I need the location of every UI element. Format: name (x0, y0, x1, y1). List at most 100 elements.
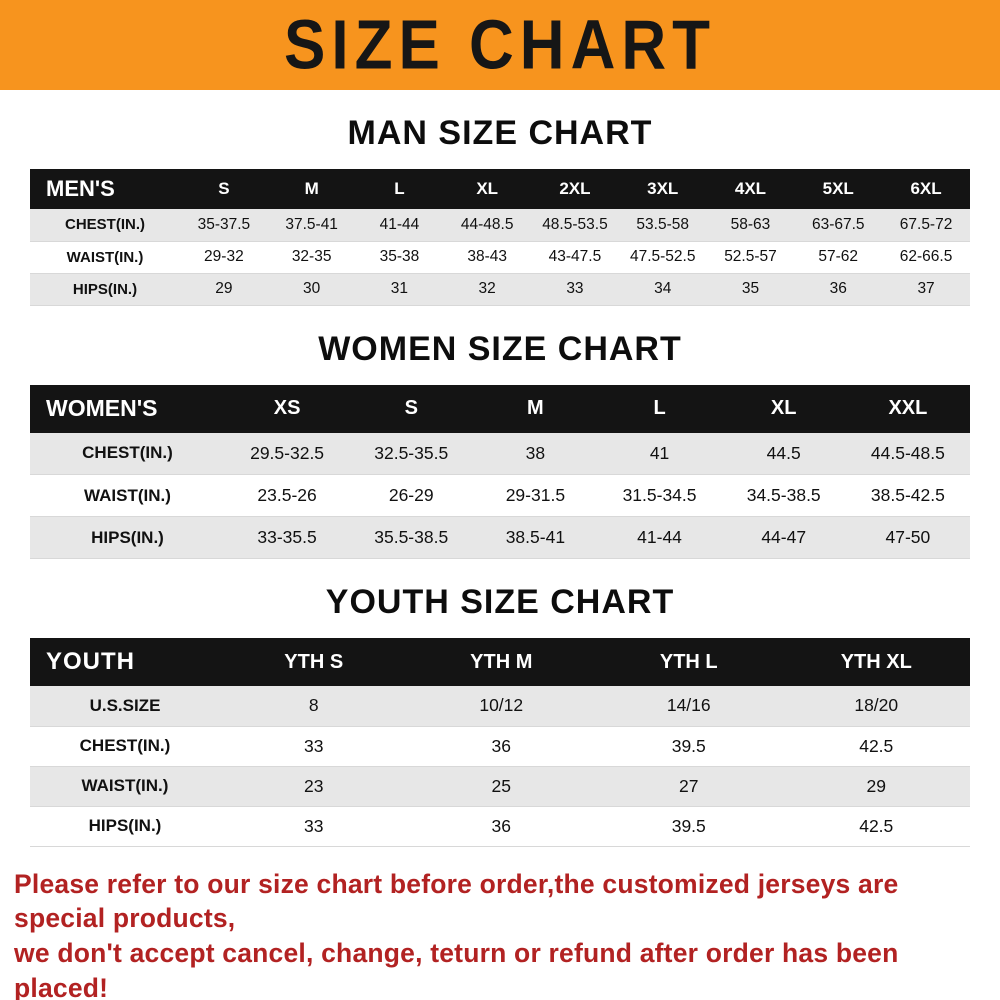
row-label: U.S.SIZE (30, 686, 220, 727)
column-header: XL (721, 384, 846, 433)
size-value: 33 (531, 273, 619, 306)
size-chart-banner: SIZE CHART (0, 0, 1000, 90)
size-value: 62-66.5 (882, 241, 970, 274)
table-row: CHEST(IN.) 33 36 39.5 42.5 (30, 726, 970, 767)
size-value: 36 (407, 726, 595, 767)
table-title-cell: WOMEN'S (30, 384, 225, 433)
size-value: 23 (220, 766, 408, 807)
row-label: WAIST(IN.) (30, 241, 180, 274)
column-header: L (355, 169, 444, 209)
table-row: WAIST(IN.) 29-32 32-35 35-38 38-43 43-47.5 47.… (30, 241, 970, 274)
size-value: 33 (220, 806, 408, 847)
size-value: 63-67.5 (794, 209, 883, 242)
size-value: 25 (407, 766, 595, 807)
size-value: 26-29 (349, 474, 474, 517)
size-value: 32 (443, 273, 532, 306)
size-value: 27 (595, 766, 783, 807)
column-header: S (180, 169, 268, 209)
size-value: 35-38 (355, 241, 444, 274)
size-value: 44-48.5 (443, 209, 532, 242)
size-value: 38-43 (443, 241, 532, 274)
men-section-title: MAN SIZE CHART (347, 114, 653, 152)
column-header: XS (225, 384, 350, 433)
youth-size-section: YOUTH SIZE CHART YOUTH YTH S YTH M YTH L YTH… (0, 583, 1000, 847)
banner-title: SIZE CHART (284, 6, 716, 84)
size-value: 35 (706, 273, 795, 306)
row-label: CHEST(IN.) (30, 726, 220, 767)
table-row: WAIST(IN.) 23 25 27 29 (30, 766, 970, 807)
table-header-row: WOMEN'S XS S M L XL XXL (30, 384, 970, 433)
size-value: 44.5 (721, 432, 846, 475)
size-value: 47-50 (845, 516, 970, 559)
row-label: WAIST(IN.) (30, 766, 220, 807)
size-value: 44.5-48.5 (845, 432, 970, 475)
size-value: 29-32 (180, 241, 268, 274)
size-value: 35.5-38.5 (349, 516, 474, 559)
size-value: 29 (782, 766, 970, 807)
size-value: 31 (355, 273, 444, 306)
column-header: XXL (845, 384, 970, 433)
table-row: HIPS(IN.) 33 36 39.5 42.5 (30, 806, 970, 847)
size-value: 53.5-58 (618, 209, 707, 242)
size-value: 42.5 (782, 806, 970, 847)
table-header-row: YOUTH YTH S YTH M YTH L YTH XL (30, 638, 970, 686)
column-header: 3XL (618, 169, 707, 209)
size-value: 33-35.5 (225, 516, 350, 559)
size-value: 39.5 (595, 726, 783, 767)
size-value: 52.5-57 (706, 241, 795, 274)
size-value: 33 (220, 726, 408, 767)
size-value: 23.5-26 (225, 474, 350, 517)
column-header: YTH S (220, 638, 408, 686)
men-size-table-grid: MEN'S S M L XL 2XL 3XL 4XL 5XL 6XL CHEST(IN.) 35-37… (30, 169, 970, 306)
row-label: CHEST(IN.) (30, 432, 225, 475)
column-header: XL (443, 169, 532, 209)
order-notice-line-2: we don't accept cancel, change, teturn o… (14, 938, 899, 1000)
size-value: 38.5-41 (473, 516, 598, 559)
size-value: 67.5-72 (882, 209, 970, 242)
row-label: WAIST(IN.) (30, 474, 225, 517)
column-header: 6XL (882, 169, 970, 209)
table-row: CHEST(IN.) 35-37.5 37.5-41 41-44 44-48.5 48.5… (30, 209, 970, 242)
row-label: HIPS(IN.) (30, 273, 180, 306)
column-header: S (349, 384, 474, 433)
size-value: 14/16 (595, 686, 783, 727)
column-header: 2XL (531, 169, 619, 209)
size-value: 31.5-34.5 (597, 474, 722, 517)
size-value: 36 (794, 273, 883, 306)
women-size-table-grid: WOMEN'S XS S M L XL XXL CHEST(IN.) 29.5-32.5 32.5… (30, 384, 970, 559)
men-size-section: MAN SIZE CHART MEN'S S M L XL 2XL 3XL 4XL 5XL 6XL… (0, 114, 1000, 306)
size-value: 42.5 (782, 726, 970, 767)
column-header: L (597, 384, 722, 433)
size-value: 34 (618, 273, 707, 306)
size-value: 41-44 (355, 209, 444, 242)
table-row: WAIST(IN.) 23.5-26 26-29 29-31.5 31.5-34.5 34… (30, 474, 970, 517)
size-value: 37.5-41 (267, 209, 356, 242)
size-value: 32-35 (267, 241, 356, 274)
size-value: 48.5-53.5 (531, 209, 619, 242)
size-value: 32.5-35.5 (349, 432, 474, 475)
column-header: YTH L (595, 638, 783, 686)
size-value: 29 (180, 273, 268, 306)
table-row: CHEST(IN.) 29.5-32.5 32.5-35.5 38 41 44.5 44.5… (30, 432, 970, 475)
women-size-table: WOMEN'S XS S M L XL XXL CHEST(IN.) 29.5-32.5 32.5… (30, 384, 970, 559)
size-value: 8 (220, 686, 408, 727)
order-notice: Please refer to our size chart before or… (14, 867, 986, 1000)
size-value: 43-47.5 (531, 241, 619, 274)
table-title-cell: MEN'S (30, 169, 180, 209)
column-header: M (473, 384, 598, 433)
size-value: 10/12 (407, 686, 595, 727)
row-label: HIPS(IN.) (30, 516, 225, 559)
row-label: CHEST(IN.) (30, 209, 180, 242)
table-title-cell: YOUTH (30, 638, 220, 686)
youth-section-title: YOUTH SIZE CHART (325, 583, 675, 621)
size-value: 41 (597, 432, 722, 475)
size-value: 44-47 (721, 516, 846, 559)
size-value: 29-31.5 (473, 474, 598, 517)
men-size-table: MEN'S S M L XL 2XL 3XL 4XL 5XL 6XL CHEST(IN.) 35-37… (30, 169, 970, 306)
size-value: 18/20 (782, 686, 970, 727)
size-value: 39.5 (595, 806, 783, 847)
size-value: 30 (267, 273, 356, 306)
size-value: 34.5-38.5 (721, 474, 846, 517)
order-notice-line-1: Please refer to our size chart before or… (14, 868, 899, 934)
table-row: HIPS(IN.) 33-35.5 35.5-38.5 38.5-41 41-44 44-… (30, 516, 970, 559)
